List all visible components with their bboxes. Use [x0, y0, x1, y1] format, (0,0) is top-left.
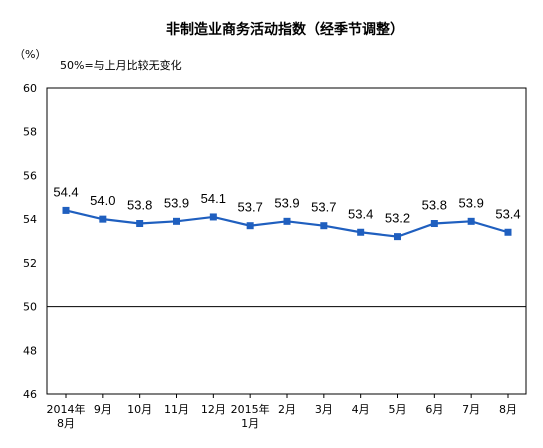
data-label: 53.7 [311, 200, 336, 215]
data-label: 53.9 [274, 195, 299, 210]
data-label: 53.9 [164, 195, 189, 210]
y-tick-label: 58 [23, 126, 37, 139]
y-tick-label: 54 [23, 213, 37, 226]
data-point [209, 213, 217, 221]
x-tick-label: 9月 [94, 403, 112, 416]
data-point [320, 222, 328, 230]
data-label: 53.8 [127, 198, 152, 213]
x-tick-label: 12月 [201, 403, 226, 416]
data-point [357, 228, 365, 236]
y-tick-label: 56 [23, 169, 37, 182]
x-tick-label: 1月 [241, 417, 259, 430]
x-tick-label: 6月 [425, 403, 443, 416]
data-point [504, 228, 512, 236]
plot-area [46, 87, 527, 395]
x-tick-label: 11月 [164, 403, 189, 416]
x-tick-label: 2月 [278, 403, 296, 416]
y-tick-label: 46 [23, 388, 37, 401]
data-point [467, 217, 475, 225]
x-tick-label: 2014年 [47, 402, 86, 416]
chart-title: 非制造业商务活动指数（经季节调整） [166, 21, 404, 38]
x-tick-label: 8月 [57, 417, 75, 430]
y-tick-label: 50 [23, 301, 37, 314]
y-tick-label: 60 [23, 82, 37, 95]
y-tick-label: 52 [23, 257, 37, 270]
data-point [62, 206, 70, 214]
data-label: 54.0 [90, 193, 115, 208]
x-tick-label: 4月 [352, 403, 370, 416]
annotation: 50%=与上月比较无变化 [60, 58, 182, 72]
data-point [283, 217, 291, 225]
data-point [394, 233, 401, 241]
x-tick-label: 7月 [462, 403, 480, 416]
x-tick-label: 8月 [499, 403, 517, 416]
x-tick-label: 5月 [389, 403, 407, 416]
data-label: 53.2 [385, 211, 410, 226]
x-tick-label: 2015年 [231, 402, 270, 416]
x-tick-label: 3月 [315, 403, 333, 416]
x-tick-label: 10月 [127, 403, 152, 416]
data-point [99, 215, 107, 223]
y-axis-unit: （%） [14, 48, 46, 61]
data-point [173, 217, 180, 225]
data-point [136, 220, 144, 228]
data-label: 53.7 [238, 200, 263, 215]
data-label: 53.8 [422, 198, 447, 213]
data-label: 54.4 [53, 184, 78, 199]
data-point [246, 222, 254, 230]
y-tick-label: 48 [23, 344, 37, 357]
data-label: 54.1 [201, 191, 226, 206]
data-label: 53.4 [495, 206, 520, 221]
data-point [430, 220, 438, 228]
data-label: 53.4 [348, 206, 373, 221]
data-label: 53.9 [459, 195, 484, 210]
